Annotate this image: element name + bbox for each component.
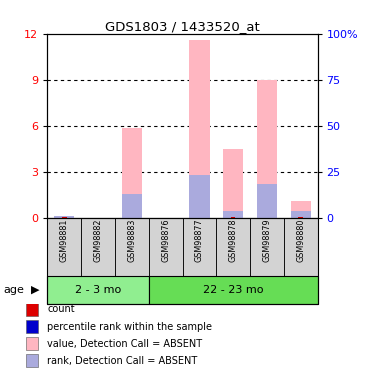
Text: 2 - 3 mo: 2 - 3 mo bbox=[75, 285, 121, 295]
Bar bbox=[189, 175, 210, 217]
Bar bbox=[54, 216, 74, 217]
Bar bbox=[257, 81, 277, 218]
Bar bbox=[47, 276, 149, 304]
Bar bbox=[189, 40, 210, 218]
Bar bbox=[115, 217, 149, 276]
Bar bbox=[291, 201, 311, 217]
Bar bbox=[122, 194, 142, 217]
Text: GSM98879: GSM98879 bbox=[262, 218, 272, 262]
Bar bbox=[182, 217, 216, 276]
Bar bbox=[223, 148, 243, 217]
Bar bbox=[47, 217, 81, 276]
Text: GSM98880: GSM98880 bbox=[296, 218, 305, 262]
Text: GSM98882: GSM98882 bbox=[93, 218, 103, 262]
Bar bbox=[223, 211, 243, 218]
Text: GSM98878: GSM98878 bbox=[228, 218, 238, 262]
Bar bbox=[149, 217, 182, 276]
Text: rank, Detection Call = ABSENT: rank, Detection Call = ABSENT bbox=[47, 356, 198, 366]
Text: count: count bbox=[47, 304, 75, 315]
Bar bbox=[26, 320, 38, 333]
Bar bbox=[291, 211, 311, 218]
Text: ▶: ▶ bbox=[31, 285, 39, 295]
Text: 22 - 23 mo: 22 - 23 mo bbox=[203, 285, 264, 295]
Bar bbox=[26, 303, 38, 316]
Bar bbox=[122, 128, 142, 218]
Bar bbox=[257, 184, 277, 218]
Text: GSM98883: GSM98883 bbox=[127, 218, 137, 262]
Text: age: age bbox=[4, 285, 24, 295]
Bar bbox=[26, 354, 38, 367]
Bar bbox=[81, 217, 115, 276]
Bar bbox=[284, 217, 318, 276]
Bar bbox=[250, 217, 284, 276]
Text: GSM98877: GSM98877 bbox=[195, 218, 204, 262]
Bar bbox=[149, 276, 318, 304]
Bar bbox=[26, 337, 38, 350]
Text: percentile rank within the sample: percentile rank within the sample bbox=[47, 321, 212, 332]
Bar bbox=[216, 217, 250, 276]
Title: GDS1803 / 1433520_at: GDS1803 / 1433520_at bbox=[105, 20, 260, 33]
Text: GSM98881: GSM98881 bbox=[60, 218, 69, 262]
Text: GSM98876: GSM98876 bbox=[161, 218, 170, 262]
Text: value, Detection Call = ABSENT: value, Detection Call = ABSENT bbox=[47, 339, 203, 349]
